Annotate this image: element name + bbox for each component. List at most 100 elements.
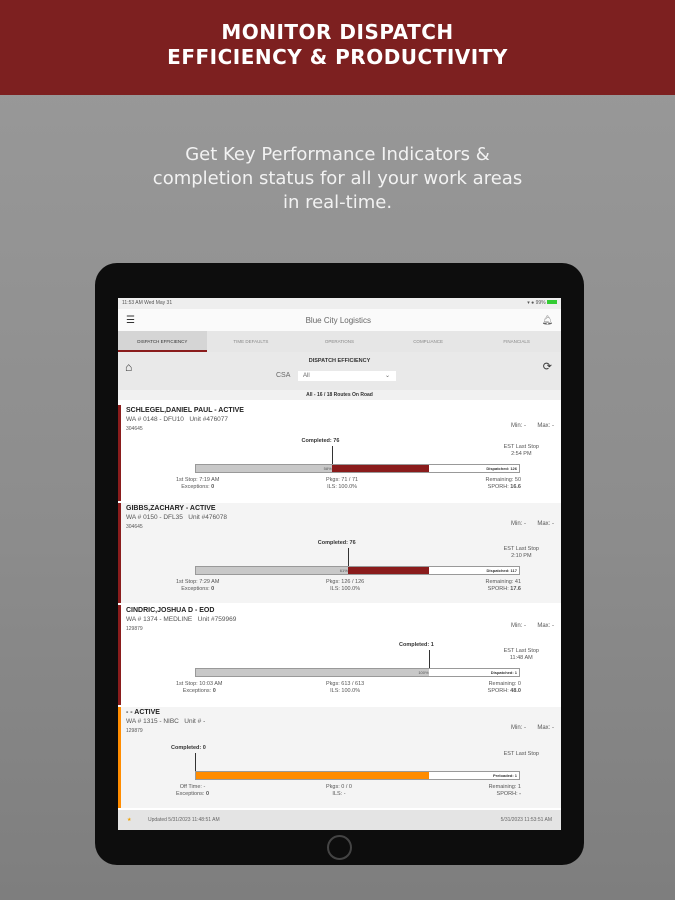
- route-card[interactable]: SCHLEGEL,DANIEL PAUL - ACTIVE WA # 0148 …: [118, 405, 561, 501]
- right-stats: Remaining: 41 SPORH: 17.6: [486, 579, 521, 593]
- status-bar: 11:53 AM Wed May 31 ▾ ● 99%: [118, 298, 561, 309]
- battery-level: 99%: [535, 300, 546, 306]
- left-stats: Off Time: - Exceptions: 0: [176, 784, 209, 798]
- sporh-label: SPORH:: [496, 791, 518, 797]
- first-stop: 1st Stop: 10:03 AM: [176, 681, 223, 687]
- ils: ILS: -: [332, 791, 346, 797]
- packages: Pkgs: 0 / 0: [326, 784, 352, 790]
- app-bar: ☰ Blue City Logistics 🔔︎: [118, 309, 561, 331]
- left-stats: 1st Stop: 10:03 AM Exceptions: 0: [176, 681, 222, 695]
- middle-stats: Pkgs: 71 / 71 ILS: 100.0%: [326, 477, 358, 491]
- right-stats: Remaining: 0 SPORH: 48.0: [488, 681, 521, 695]
- completed-label: Completed: 76: [317, 540, 356, 546]
- completed-marker: [195, 753, 196, 777]
- sporh-value: 17.6: [510, 586, 521, 592]
- max-value: Max: -: [537, 423, 554, 429]
- est-label: EST Last Stop: [503, 751, 539, 757]
- dispatched-label: Dispatched: 126: [486, 466, 517, 471]
- work-area: WA # 1315 - NIBC Unit # -: [126, 718, 205, 725]
- right-stats: Remaining: 50 SPORH: 16.6: [486, 477, 521, 491]
- star-icon: ★: [127, 817, 132, 823]
- subtitle-line1: Get Key Performance Indicators &: [185, 144, 490, 165]
- completed-label: Completed: 1: [399, 642, 434, 648]
- remaining-segment: [331, 465, 429, 472]
- est-last-stop: EST Last Stop 2:54 PM: [504, 444, 539, 458]
- refresh-icon[interactable]: ⟳: [542, 361, 552, 373]
- first-stop: 1st Stop: 7:29 AM: [176, 579, 220, 585]
- dispatched-label: Dispatched: 1: [490, 670, 517, 675]
- csa-select[interactable]: All ⌄: [298, 371, 396, 381]
- remaining: Remaining: 41: [485, 579, 521, 585]
- subtitle-line2: completion status for all your work area…: [152, 168, 523, 189]
- updated-time: Updated 5/31/2023 11:48:51 AM: [148, 817, 220, 823]
- tab-time-defaults[interactable]: TIME DEFAULTS: [233, 339, 269, 344]
- tab-bar: DISPATCH EFFICIENCY TIME DEFAULTS OPERATIO…: [118, 331, 561, 352]
- exceptions-value: 0: [211, 484, 215, 490]
- remaining: Remaining: 1: [488, 784, 521, 790]
- unit-number: Unit #476078: [188, 514, 227, 521]
- left-stats: 1st Stop: 7:29 AM Exceptions: 0: [176, 579, 219, 593]
- exceptions-label: Exceptions:: [181, 586, 210, 592]
- tab-operations[interactable]: OPERATIONS: [324, 339, 355, 344]
- driver-name: CINDRIC,JOSHUA D - EOD: [126, 607, 215, 614]
- dispatched-label: Dispatched: 117: [486, 568, 517, 573]
- sporh-value: -: [519, 791, 521, 797]
- middle-stats: Pkgs: 126 / 126 ILS: 100.0%: [326, 579, 364, 593]
- progress-bar: 61% Dispatched: 117: [195, 566, 520, 575]
- completed-segment: 100%: [196, 669, 429, 676]
- menu-icon[interactable]: ☰: [126, 314, 135, 326]
- completed-marker: [331, 446, 333, 470]
- work-area: WA # 0150 - DFL35 Unit #476078: [126, 514, 227, 521]
- sporh-label: SPORH:: [487, 484, 509, 490]
- ils: ILS: 100.0%: [327, 484, 358, 490]
- min-value: Min: -: [511, 725, 526, 731]
- app-screen: 11:53 AM Wed May 31 ▾ ● 99% ☰ Blue City …: [118, 298, 561, 830]
- driver-name: SCHLEGEL,DANIEL PAUL - ACTIVE: [126, 407, 244, 414]
- progress-bar: Preloaded: 1: [195, 771, 520, 780]
- progress-bar: 58% Dispatched: 126: [195, 464, 520, 473]
- percent-label: 61%: [339, 568, 348, 573]
- csa-label: CSA: [276, 372, 291, 379]
- unit-number: Unit #759969: [197, 616, 237, 623]
- remaining-segment: [347, 567, 429, 574]
- tab-financials[interactable]: FINANCIALS: [503, 339, 530, 344]
- route-card[interactable]: CINDRIC,JOSHUA D - EOD WA # 1374 - MEDLI…: [118, 605, 561, 705]
- sporh-value: 48.0: [510, 688, 521, 694]
- unit-number: Unit # -: [184, 718, 206, 725]
- packages: Pkgs: 126 / 126: [326, 579, 365, 585]
- max-value: Max: -: [537, 623, 554, 629]
- route-card[interactable]: - - ACTIVE WA # 1315 - NIBC Unit # - 129…: [118, 707, 561, 808]
- tablet-home-button: [327, 835, 352, 860]
- completed-marker: [429, 650, 430, 674]
- dispatch-header: DISPATCH EFFICIENCY ⌂ CSA All ⌄ ⟳: [118, 352, 561, 390]
- bell-icon[interactable]: 🔔︎: [541, 314, 553, 325]
- est-time: 2:54 PM: [511, 451, 532, 457]
- section-title: DISPATCH EFFICIENCY: [308, 358, 371, 364]
- ils: ILS: 100.0%: [330, 586, 361, 592]
- csa-value: All: [303, 373, 310, 379]
- right-stats: Remaining: 1 SPORH: -: [489, 784, 521, 798]
- tab-compliance[interactable]: COMPLIANCE: [413, 339, 443, 344]
- exceptions-label: Exceptions:: [176, 791, 205, 797]
- work-area: WA # 1374 - MEDLINE Unit #759969: [126, 616, 236, 623]
- banner-title-line2: EFFICIENCY & PRODUCTIVITY: [167, 45, 508, 69]
- exceptions-value: 0: [212, 688, 216, 694]
- est-time: 2:10 PM: [511, 553, 532, 559]
- max-value: Max: -: [537, 725, 554, 731]
- completed-segment: 58%: [196, 465, 332, 472]
- packages: Pkgs: 613 / 613: [326, 681, 365, 687]
- route-card[interactable]: GIBBS,ZACHARY - ACTIVE WA # 0150 - DFL35…: [118, 503, 561, 603]
- completed-marker: [347, 548, 349, 572]
- min-value: Min: -: [511, 623, 526, 629]
- middle-stats: Pkgs: 613 / 613 ILS: 100.0%: [326, 681, 364, 695]
- remaining: Remaining: 50: [485, 477, 521, 483]
- max-value: Max: -: [537, 521, 554, 527]
- completed-label: Completed: 76: [301, 438, 340, 444]
- exceptions-label: Exceptions:: [182, 688, 212, 694]
- est-time: 11:48 AM: [509, 655, 533, 661]
- home-icon[interactable]: ⌂: [125, 360, 133, 374]
- driver-name: - - ACTIVE: [126, 709, 160, 716]
- tab-dispatch-efficiency[interactable]: DISPATCH EFFICIENCY: [118, 331, 207, 352]
- route-id: 304645: [126, 524, 143, 530]
- status-time: 11:53 AM Wed May 31: [122, 300, 173, 306]
